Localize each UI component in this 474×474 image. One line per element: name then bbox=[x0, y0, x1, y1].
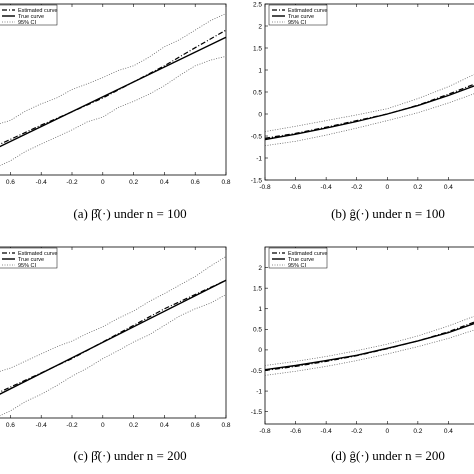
x-tick-label: 0.4 bbox=[160, 422, 169, 429]
x-tick-label: 0.6 bbox=[191, 422, 200, 429]
caption-d: (d) ĝ(·) under n = 200 bbox=[331, 448, 445, 463]
y-tick-label: -0.5 bbox=[251, 368, 263, 375]
plot-frame-a bbox=[0, 3, 227, 176]
series-line-dotted bbox=[264, 74, 474, 132]
x-tick-label: 0.4 bbox=[444, 184, 453, 191]
series-line-dashdot bbox=[0, 29, 227, 145]
caption-a: (a) β̂(·) under n = 100 bbox=[73, 206, 186, 221]
x-tick-label: -0.2 bbox=[66, 179, 78, 186]
x-tick-label: 0.4 bbox=[160, 179, 169, 186]
legend-label: Estimated curve bbox=[18, 251, 57, 257]
x-tick-label: 0 bbox=[385, 428, 389, 435]
legend-label: True curve bbox=[18, 257, 44, 263]
x-tick-label: 0.4 bbox=[444, 428, 453, 435]
legend-label: 95% CI bbox=[288, 20, 307, 26]
x-tick-label: 0.8 bbox=[221, 422, 230, 429]
panel-b: -0.8 -0.6 -0.4 -0.2 0 0.2 0.4 -1.5 -1 -0.5 0 0.5 1 1.… bbox=[251, 1, 474, 191]
x-tick-label: -0.4 bbox=[36, 422, 48, 429]
series-line-dotted bbox=[0, 256, 227, 372]
y-tick-label: 1 bbox=[258, 67, 262, 74]
legend-label: 95% CI bbox=[18, 263, 37, 269]
y-tick-label: 2 bbox=[258, 265, 262, 272]
x-tick-label: -0.2 bbox=[66, 422, 78, 429]
x-tick-label: -0.2 bbox=[351, 184, 363, 191]
x-tick-label: 0 bbox=[101, 179, 105, 186]
x-tick-label: 0.8 bbox=[221, 179, 230, 186]
x-tick-label: 0.6 bbox=[6, 179, 15, 186]
x-tick-label: 0.6 bbox=[191, 179, 200, 186]
x-tick-label: -0.4 bbox=[321, 184, 333, 191]
y-tick-label: 0 bbox=[258, 111, 262, 118]
y-tick-label: -0.5 bbox=[251, 133, 263, 140]
x-tick-label: 0.2 bbox=[413, 184, 422, 191]
x-tick-label: -0.4 bbox=[36, 179, 48, 186]
plot-frame-b bbox=[264, 3, 474, 181]
series-line-solid bbox=[0, 279, 227, 395]
x-tick-label: -0.8 bbox=[259, 428, 271, 435]
x-tick-label: 0.6 bbox=[6, 422, 15, 429]
legend-label: 95% CI bbox=[18, 20, 37, 26]
x-tick-label: 0 bbox=[101, 422, 105, 429]
legend-label: Estimated curve bbox=[288, 8, 327, 14]
plot-frame-d bbox=[264, 246, 474, 425]
x-tick-label: -0.2 bbox=[351, 428, 363, 435]
x-tick-label: 0 bbox=[385, 184, 389, 191]
legend-label: 95% CI bbox=[288, 263, 307, 269]
series-line-solid bbox=[0, 36, 227, 148]
series-line-dotted bbox=[264, 315, 474, 366]
panel-c: 0.6 -0.4 -0.2 0 0.2 0.4 0.6 0.8 Estimated curveT… bbox=[0, 246, 231, 429]
legend-label: Estimated curve bbox=[18, 8, 57, 14]
x-tick-label: -0.4 bbox=[321, 428, 333, 435]
legend-label: True curve bbox=[18, 14, 44, 20]
x-tick-label: 0.2 bbox=[413, 428, 422, 435]
y-tick-label: 1 bbox=[258, 306, 262, 313]
y-tick-label: 2.5 bbox=[253, 1, 262, 8]
y-tick-label: -1.5 bbox=[251, 409, 263, 416]
series-line-dotted bbox=[264, 93, 474, 147]
y-tick-label: 1.5 bbox=[253, 285, 262, 292]
x-tick-label: -0.6 bbox=[290, 428, 302, 435]
series-line-solid bbox=[264, 322, 474, 371]
series-line-dashdot bbox=[264, 321, 474, 372]
legend-label: True curve bbox=[288, 257, 314, 263]
x-tick-label: 0.2 bbox=[129, 179, 138, 186]
x-tick-label: -0.8 bbox=[259, 184, 271, 191]
legend-label: Estimated curve bbox=[288, 251, 327, 257]
series-line-dotted bbox=[0, 55, 227, 167]
legend-label: True curve bbox=[288, 14, 314, 20]
y-tick-label: 2 bbox=[258, 23, 262, 30]
caption-b: (b) ĝ(·) under n = 100 bbox=[331, 206, 445, 221]
panel-d: -0.8 -0.6 -0.4 -0.2 0 0.2 0.4 -1.5 -1 -0.5 0 0.5 1 1.… bbox=[251, 246, 474, 435]
series-line-dotted bbox=[0, 294, 227, 417]
series-line-dashdot bbox=[264, 83, 474, 139]
y-tick-label: 0 bbox=[258, 347, 262, 354]
y-tick-label: -1.5 bbox=[251, 177, 263, 184]
x-tick-label: 0.2 bbox=[129, 422, 138, 429]
y-tick-label: -1 bbox=[256, 388, 262, 395]
y-tick-label: 1.5 bbox=[253, 45, 262, 52]
plot-frame-c bbox=[0, 246, 227, 419]
y-tick-label: 0.5 bbox=[253, 89, 262, 96]
series-line-dashdot bbox=[0, 279, 227, 393]
panel-a: 0.6 -0.4 -0.2 0 0.2 0.4 0.6 0.8 Estimated curveT… bbox=[0, 3, 231, 186]
y-tick-label: -1 bbox=[256, 155, 262, 162]
x-tick-label: -0.6 bbox=[290, 184, 302, 191]
series-line-solid bbox=[264, 85, 474, 141]
caption-c: (c) β̂(·) under n = 200 bbox=[73, 448, 186, 463]
series-line-dotted bbox=[0, 13, 227, 124]
y-tick-label: 0.5 bbox=[253, 327, 262, 334]
